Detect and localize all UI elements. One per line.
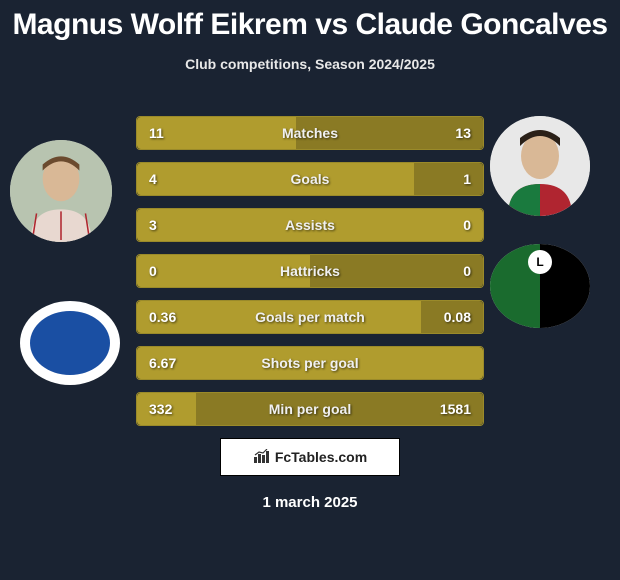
stat-row: 11Matches13 — [136, 116, 484, 150]
stat-left-value: 3 — [149, 217, 189, 233]
stats-list: 11Matches134Goals13Assists00Hattricks00.… — [136, 116, 484, 426]
footer-date: 1 march 2025 — [0, 494, 620, 511]
stat-label: Goals per match — [189, 309, 431, 325]
stat-label: Min per goal — [189, 401, 431, 417]
comparison-title: Magnus Wolff Eikrem vs Claude Goncalves — [0, 0, 620, 42]
player-right-club-badge: L — [490, 244, 590, 328]
stat-left-value: 0.36 — [149, 309, 189, 325]
stat-label: Assists — [189, 217, 431, 233]
stat-left-value: 4 — [149, 171, 189, 187]
stat-right-value: 0.08 — [431, 309, 471, 325]
stat-row: 6.67Shots per goal — [136, 346, 484, 380]
player-right-avatar — [490, 116, 590, 216]
site-name: FcTables.com — [275, 449, 367, 465]
stat-label: Shots per goal — [189, 355, 431, 371]
player-left-avatar — [10, 140, 112, 242]
stat-row: 332Min per goal1581 — [136, 392, 484, 426]
stat-label: Hattricks — [189, 263, 431, 279]
stat-right-value: 1581 — [431, 401, 471, 417]
stat-label: Goals — [189, 171, 431, 187]
chart-icon — [253, 449, 271, 466]
player-left-club-badge — [20, 301, 120, 385]
stat-row: 0Hattricks0 — [136, 254, 484, 288]
stat-left-value: 6.67 — [149, 355, 189, 371]
stat-left-value: 0 — [149, 263, 189, 279]
stat-right-value: 0 — [431, 263, 471, 279]
stat-right-value: 13 — [431, 125, 471, 141]
stat-left-value: 332 — [149, 401, 189, 417]
comparison-content: L 11Matches134Goals13Assists00Hattricks0… — [0, 116, 620, 426]
stat-row: 3Assists0 — [136, 208, 484, 242]
site-logo: FcTables.com — [220, 438, 400, 476]
stat-row: 0.36Goals per match0.08 — [136, 300, 484, 334]
comparison-subtitle: Club competitions, Season 2024/2025 — [0, 56, 620, 72]
stat-left-value: 11 — [149, 125, 189, 141]
stat-right-value: 1 — [431, 171, 471, 187]
stat-row: 4Goals1 — [136, 162, 484, 196]
stat-label: Matches — [189, 125, 431, 141]
stat-right-value: 0 — [431, 217, 471, 233]
